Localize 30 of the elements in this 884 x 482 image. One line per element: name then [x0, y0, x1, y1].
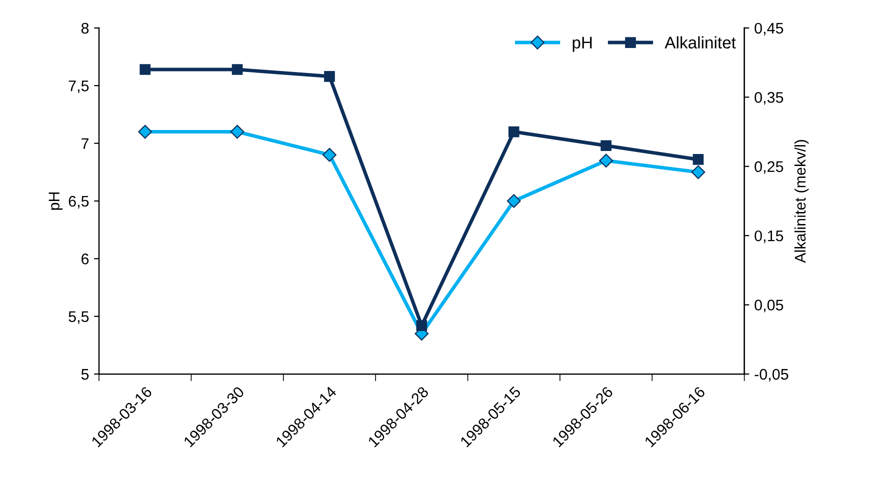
point	[230, 124, 244, 139]
y2-tick-label: 0,45	[754, 22, 784, 36]
y-tick-label: 5,5	[68, 311, 89, 324]
point	[692, 154, 704, 165]
y2-tick-label: 0,05	[754, 300, 784, 312]
y-tick-label: 8	[81, 22, 89, 34]
point	[322, 148, 336, 162]
y2-tick-label: -0,05	[754, 368, 788, 382]
point	[600, 140, 612, 152]
point	[138, 124, 152, 139]
y2-tick-label: 0,15	[754, 230, 784, 244]
legend-label: Alkalinitet	[664, 36, 736, 49]
point	[506, 194, 521, 208]
y-tick-label: 6	[82, 254, 89, 264]
point	[599, 154, 613, 168]
point	[324, 70, 335, 82]
y2-tick-label: 0,25	[754, 161, 784, 174]
y-tick-label: 7	[82, 138, 89, 149]
y-tick-label: 7,5	[68, 80, 89, 94]
point	[140, 64, 151, 75]
y-tick-label: 5	[81, 369, 89, 380]
y2-axis-title: Alkalinitet (mekv/l)	[794, 140, 809, 263]
point	[416, 320, 428, 331]
point	[691, 165, 706, 180]
point	[232, 64, 243, 75]
y-axis-title: pH	[48, 192, 62, 210]
y-tick-label: 6,5	[68, 196, 89, 208]
y2-tick-label: 0,35	[754, 92, 784, 105]
legend-label: pH	[572, 36, 592, 52]
point	[508, 126, 520, 138]
